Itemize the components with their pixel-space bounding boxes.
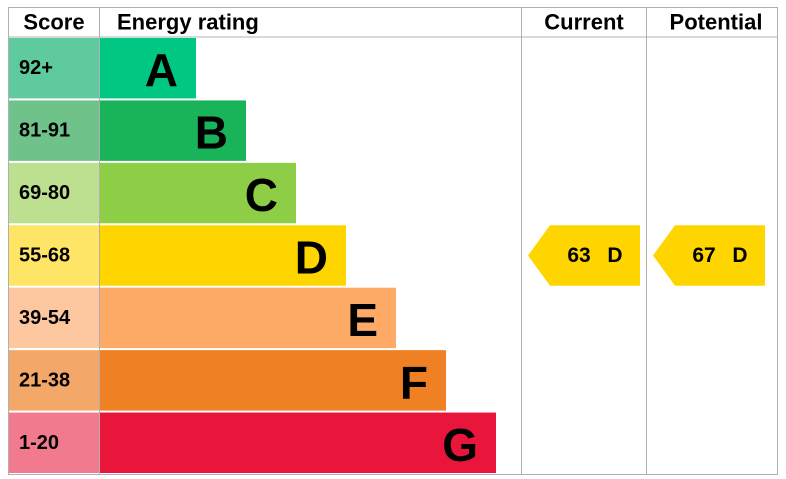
score-cell: [9, 38, 99, 99]
potential-value: 67: [692, 244, 715, 267]
rating-letter: D: [295, 232, 328, 284]
score-cell: [9, 162, 99, 224]
score-label: 69-80: [19, 182, 70, 204]
rating-letter: E: [347, 294, 378, 346]
rating-bar: [99, 225, 346, 286]
score-label: 55-68: [19, 245, 70, 267]
rating-letter: C: [245, 169, 278, 221]
score-header: Score: [23, 10, 84, 35]
potential-arrow: [653, 225, 765, 286]
rating-bar: [99, 38, 196, 99]
score-label: 92+: [19, 57, 53, 79]
rating-letter: F: [400, 356, 428, 408]
potential-header: Potential: [670, 10, 763, 35]
rating-letter: G: [442, 419, 478, 471]
score-label: 1-20: [19, 432, 59, 454]
current-header: Current: [544, 10, 624, 35]
rating-bar: [99, 412, 496, 473]
rating-letter: B: [195, 107, 228, 159]
rating-bar: [99, 350, 446, 411]
rating-letter: A: [145, 44, 178, 96]
current-value: 63: [567, 244, 590, 267]
current-rating: D: [607, 244, 622, 267]
current-arrow: [528, 225, 640, 286]
score-label: 21-38: [19, 369, 70, 391]
potential-rating: D: [732, 244, 747, 267]
rating-bar: [99, 162, 296, 224]
rating-header: Energy rating: [117, 10, 259, 35]
rating-bar: [99, 100, 246, 161]
score-label: 39-54: [19, 307, 71, 329]
score-cell: [9, 412, 99, 473]
score-cell: [9, 225, 99, 286]
rating-bar: [99, 287, 396, 349]
score-label: 81-91: [19, 120, 70, 142]
table-border: [8, 7, 778, 475]
score-cell: [9, 350, 99, 411]
score-cell: [9, 100, 99, 161]
score-cell: [9, 287, 99, 349]
